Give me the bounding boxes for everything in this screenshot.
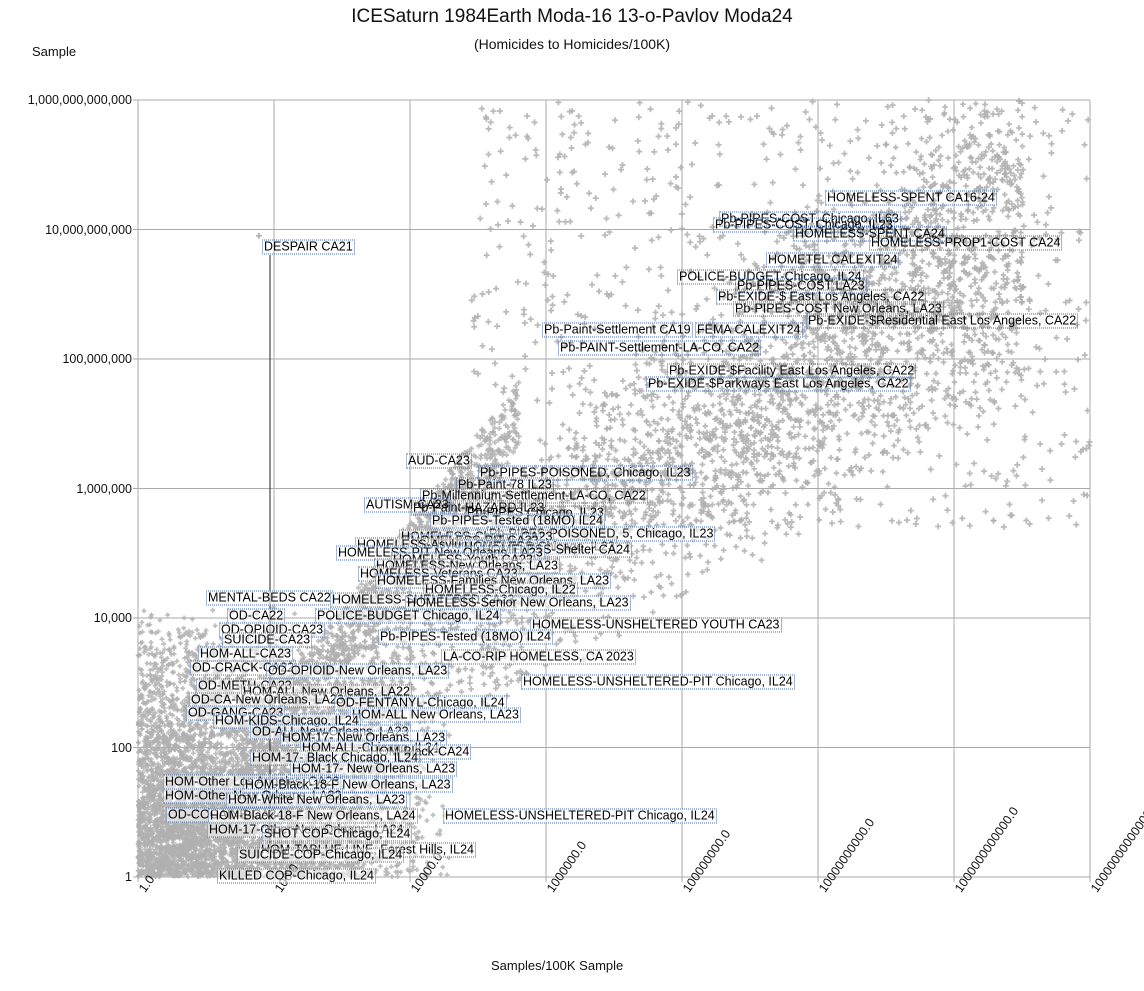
point-label: Pb-EXIDE-$Parkways East Los Angeles, CA2… <box>646 377 911 392</box>
point-label: SHOT COP-Chicago, IL24 <box>262 827 412 842</box>
point-label: HOMETEL CALEXIT24 <box>766 253 899 268</box>
point-label: HOMELESS-UNSHELTERED-PIT Chicago, IL24 <box>443 809 717 824</box>
point-label: HOM-ALL-CA23 <box>198 647 293 662</box>
y-tick-label: 10,000,000,000 <box>0 223 132 237</box>
point-label: SUICIDE-CA23 <box>222 633 312 648</box>
point-label: HOMELESS-PROP1-COST CA24 <box>869 236 1062 251</box>
point-label: HOMELESS-UNSHELTERED-PIT Chicago, IL24 <box>521 675 795 690</box>
point-label: HOM-ALL New Orleans, LA23 <box>350 708 521 723</box>
point-label: Pb-PAINT-Settlement-LA-CO, CA22 <box>558 341 761 356</box>
point-label: OD-OPIOID-New Orleans, LA23 <box>266 664 449 679</box>
point-label: HOM-White New Orleans, LA23 <box>226 793 407 808</box>
point-label: Pb-EXIDE-$Residential East Los Angeles, … <box>806 314 1078 329</box>
point-label: DESPAIR CA21 <box>262 240 355 255</box>
y-tick-label: 100 <box>0 741 132 755</box>
point-label: POLICE-BUDGET Chicago, IL24 <box>315 609 501 624</box>
point-label: Pb-Paint-Settlement CA19 <box>542 323 693 338</box>
y-tick-label: 10,000 <box>0 611 132 625</box>
y-tick-label: 1,000,000,000,000 <box>0 93 132 107</box>
point-label: KILLED COP-Chicago, IL24 <box>217 869 376 884</box>
y-tick-label: 1 <box>0 870 132 884</box>
point-label: HOMELESS-UNSHELTERED YOUTH CA23 <box>530 618 782 633</box>
point-label: HOM-Black-18-F New Orleans, LA24 <box>208 809 418 824</box>
point-label: FEMA CALEXIT24 <box>695 323 803 338</box>
y-tick-label: 1,000,000 <box>0 482 132 496</box>
point-label: HOMELESS-SPENT CA16-24 <box>825 191 997 206</box>
point-label: LA-CO-RIP HOMELESS, CA 2023 <box>441 650 636 665</box>
point-label: OD-CA22 <box>227 609 285 624</box>
point-label: MENTAL-BEDS CA22 <box>206 591 333 606</box>
point-label: SUICIDE-COP-Chicago, IL24 <box>237 848 404 863</box>
y-tick-label: 100,000,000 <box>0 352 132 366</box>
point-label: AUD-CA23 <box>406 454 472 469</box>
point-label: Pb-PIPES-Tested (18MO) IL24 <box>378 630 553 645</box>
